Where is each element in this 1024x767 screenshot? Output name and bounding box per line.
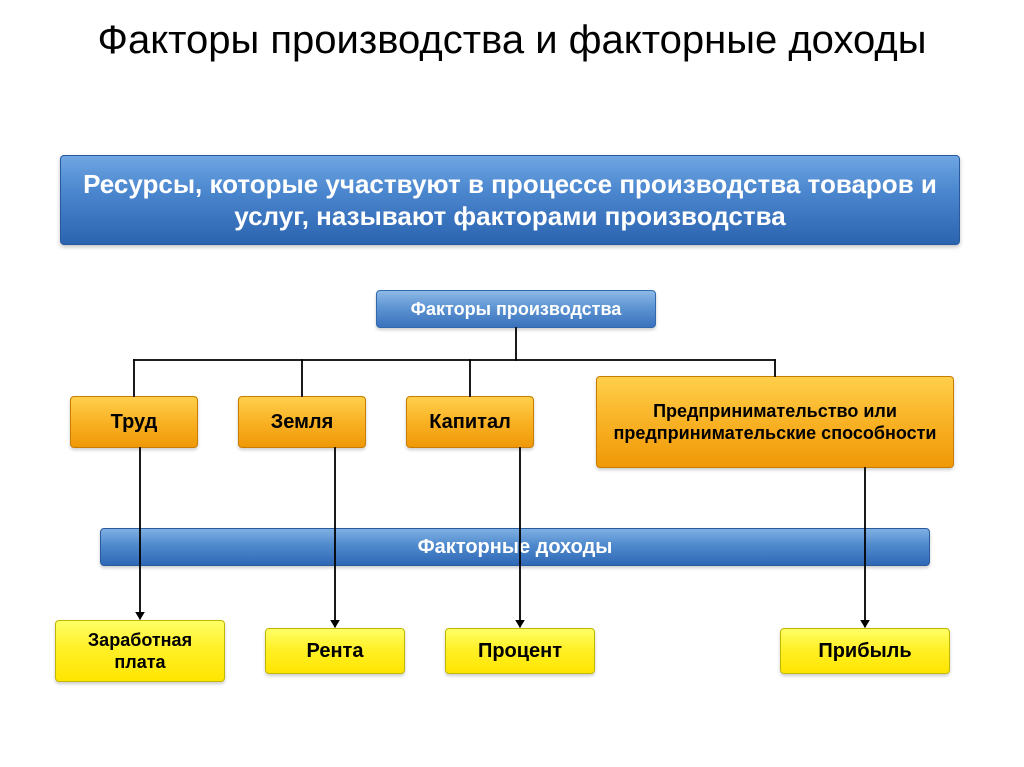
incomes-header: Факторные доходы: [100, 528, 930, 566]
income-wage: Заработная плата: [55, 620, 225, 682]
income-profit: Прибыль: [780, 628, 950, 674]
definition-banner: Ресурсы, которые участвуют в процессе пр…: [60, 155, 960, 245]
factors-header: Факторы производства: [376, 290, 656, 328]
factor-land: Земля: [238, 396, 366, 448]
diagram-stage: { "canvas": { "width": 1024, "height": 7…: [0, 0, 1024, 767]
factor-labor: Труд: [70, 396, 198, 448]
slide-title: Факторы производства и факторные доходы: [0, 18, 1024, 63]
factor-capital: Капитал: [406, 396, 534, 448]
factor-entrepreneurship: Предпринимательство или предпринимательс…: [596, 376, 954, 468]
income-rent: Рента: [265, 628, 405, 674]
income-interest: Процент: [445, 628, 595, 674]
